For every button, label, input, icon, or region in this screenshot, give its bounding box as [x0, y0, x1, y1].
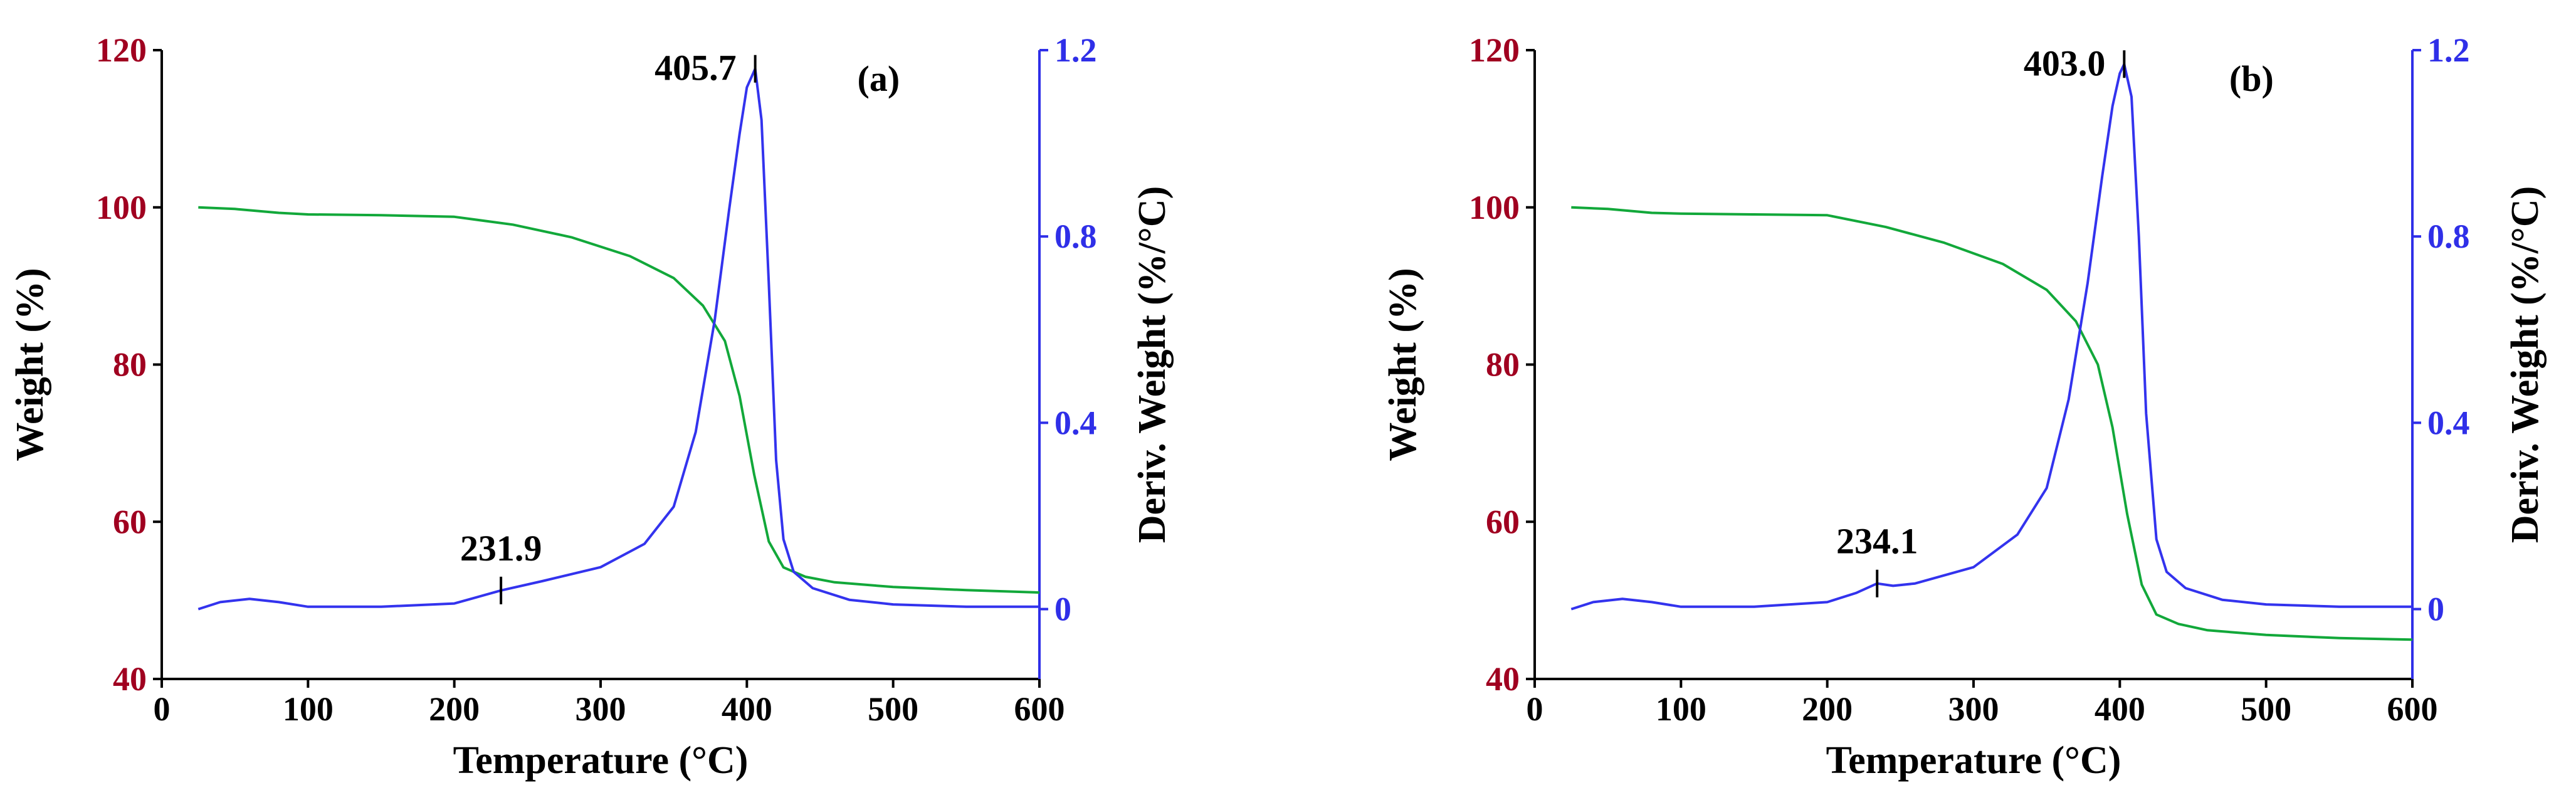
x-tick-label: 400 — [2095, 690, 2145, 728]
right-tick-label: 1.2 — [1054, 31, 1097, 69]
weight-series-line — [1571, 206, 2413, 641]
right-axis-label: Deriv. Weight (%/°C) — [2504, 186, 2547, 544]
x-tick-label: 500 — [868, 690, 918, 728]
x-tick-label: 500 — [2241, 690, 2291, 728]
right-tick-label: 1.2 — [2427, 31, 2470, 69]
x-tick-label: 600 — [1014, 690, 1065, 728]
deriv-series-line — [197, 67, 1039, 611]
deriv-series-line — [1570, 63, 2412, 611]
peak-label: 234.1 — [1836, 521, 1918, 562]
weight-series-line — [198, 206, 1040, 594]
right-tick-label: 0.4 — [2427, 404, 2470, 441]
right-tick-label: 0.4 — [1054, 404, 1097, 441]
right-tick-label: 0.8 — [1054, 218, 1097, 255]
left-tick-label: 40 — [1486, 660, 1520, 698]
panel-label: (b) — [2229, 58, 2274, 99]
left-tick-label: 120 — [96, 31, 147, 69]
left-axis-label: Weight (%) — [9, 268, 51, 461]
left-tick-label: 100 — [1469, 189, 1520, 226]
x-axis-label: Temperature (°C) — [1826, 739, 2121, 782]
left-tick-label: 60 — [113, 503, 147, 540]
x-tick-label: 100 — [1656, 690, 1706, 728]
right-axis-label: Deriv. Weight (%/°C) — [1131, 186, 1174, 544]
peak-label: 405.7 — [655, 48, 737, 88]
left-axis-label: Weight (%) — [1382, 268, 1424, 461]
chart-panel-b: 0 100 200 300 400 500 600 40 60 80 100 120 0 0.4 0.8 1.… — [1382, 31, 2547, 782]
peak-label: 231.9 — [460, 528, 542, 569]
right-tick-label: 0.8 — [2427, 218, 2470, 255]
right-tick-label: 0 — [1054, 591, 1071, 628]
peak-label: 403.0 — [2024, 43, 2106, 83]
x-tick-label: 200 — [429, 690, 480, 728]
x-tick-label: 300 — [576, 690, 626, 728]
left-tick-label: 80 — [113, 346, 147, 384]
x-tick-label: 300 — [1948, 690, 1999, 728]
left-tick-label: 80 — [1486, 346, 1520, 384]
right-tick-label: 0 — [2427, 591, 2444, 628]
x-tick-label: 0 — [154, 690, 171, 728]
x-tick-label: 0 — [1527, 690, 1543, 728]
left-tick-label: 60 — [1486, 503, 1520, 540]
chart-panel-a: 0 100 200 300 400 500 600 40 60 80 100 120 0 0.4 0.8 1.… — [9, 31, 1174, 782]
x-tick-label: 100 — [283, 690, 334, 728]
x-axis-label: Temperature (°C) — [453, 739, 749, 782]
x-tick-label: 600 — [2387, 690, 2438, 728]
left-tick-label: 120 — [1469, 31, 1520, 69]
panel-label: (a) — [858, 58, 900, 99]
x-tick-label: 400 — [722, 690, 772, 728]
left-tick-label: 100 — [96, 189, 147, 226]
x-tick-label: 200 — [1802, 690, 1853, 728]
left-tick-label: 40 — [113, 660, 147, 698]
